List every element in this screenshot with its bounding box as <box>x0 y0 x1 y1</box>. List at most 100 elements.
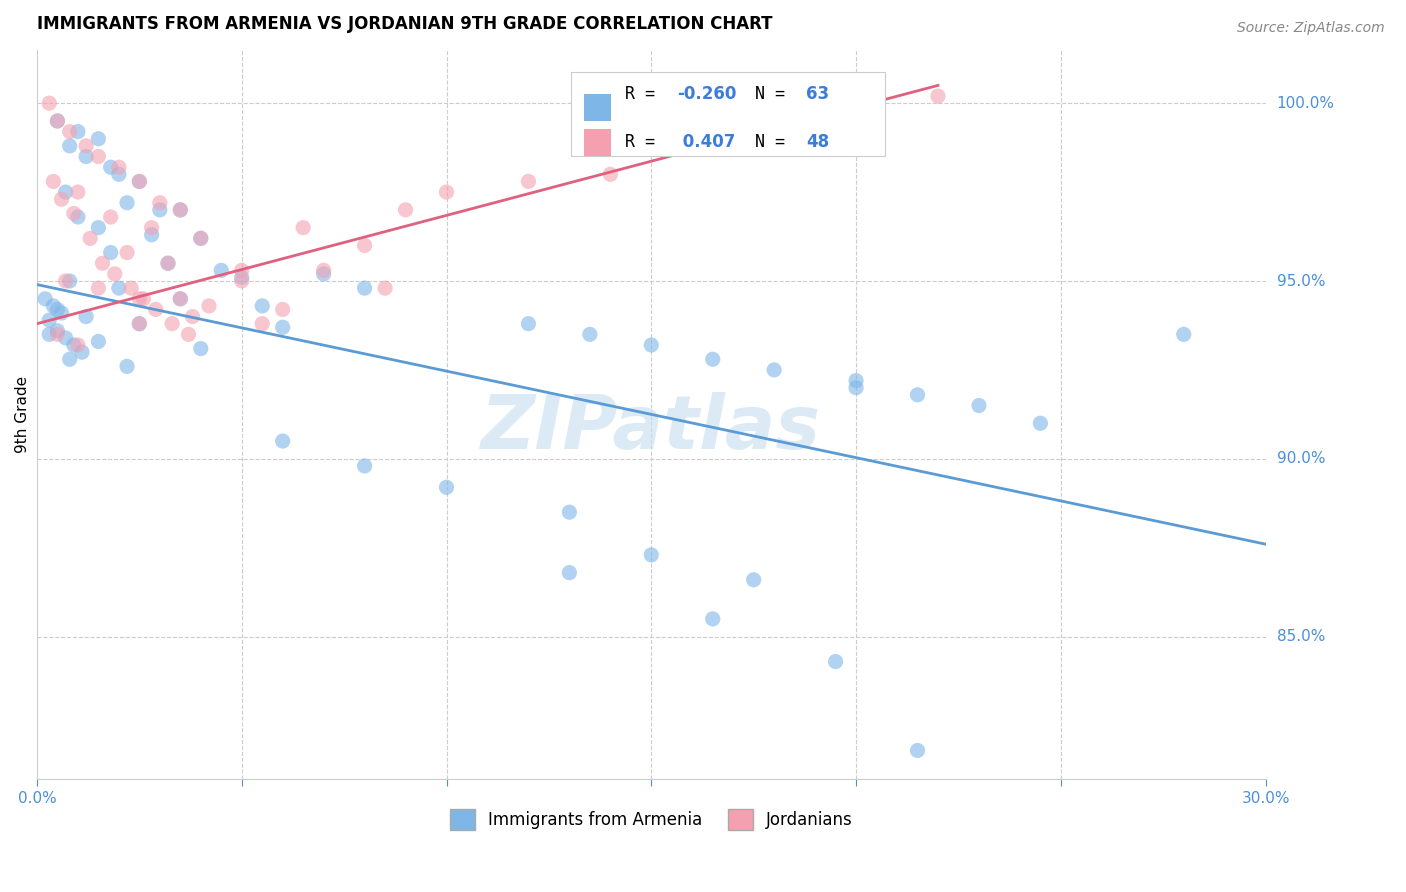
Point <box>108 160 131 174</box>
Point <box>169 202 191 217</box>
Text: N =: N = <box>755 134 794 152</box>
Point <box>640 548 662 562</box>
Point <box>149 202 172 217</box>
Point <box>198 299 221 313</box>
Point <box>66 210 89 224</box>
Text: N =: N = <box>755 85 794 103</box>
Point <box>100 210 122 224</box>
Point <box>436 185 458 199</box>
Point <box>558 505 581 519</box>
Point <box>91 256 114 270</box>
Point <box>742 573 765 587</box>
Point <box>702 352 724 367</box>
Point <box>62 206 84 220</box>
Point <box>42 174 65 188</box>
Point <box>149 195 172 210</box>
Point <box>579 327 602 342</box>
Point <box>87 149 110 163</box>
Point <box>128 174 150 188</box>
Text: 63: 63 <box>806 85 830 103</box>
Point <box>115 195 138 210</box>
Point <box>353 281 375 295</box>
Point <box>190 231 212 245</box>
Point <box>46 327 69 342</box>
Text: 95.0%: 95.0% <box>1277 274 1326 288</box>
Point <box>927 89 949 103</box>
Point <box>517 317 540 331</box>
Point <box>59 352 82 367</box>
Point <box>128 174 150 188</box>
Point <box>190 342 212 356</box>
Point <box>231 270 253 285</box>
Point <box>46 302 69 317</box>
Point <box>59 125 82 139</box>
Point <box>38 96 60 111</box>
Point <box>51 192 73 206</box>
Point <box>46 114 69 128</box>
Point <box>34 292 56 306</box>
Point <box>169 202 191 217</box>
Point <box>38 327 60 342</box>
Point <box>46 324 69 338</box>
Point <box>845 374 868 388</box>
Point <box>87 220 110 235</box>
Point <box>160 317 183 331</box>
Point <box>156 256 179 270</box>
Point <box>51 306 73 320</box>
Point <box>59 274 82 288</box>
Point <box>907 743 929 757</box>
Point <box>967 399 990 413</box>
Point <box>128 317 150 331</box>
Point <box>271 434 294 448</box>
Point <box>46 114 69 128</box>
Point <box>907 388 929 402</box>
Point <box>231 263 253 277</box>
Point <box>353 458 375 473</box>
Point <box>558 566 581 580</box>
Point <box>108 281 131 295</box>
Point <box>1173 327 1195 342</box>
Point <box>100 160 122 174</box>
Point <box>374 281 396 295</box>
Point <box>271 302 294 317</box>
Point <box>1029 417 1052 431</box>
Point <box>87 132 110 146</box>
Point <box>845 381 868 395</box>
Text: 90.0%: 90.0% <box>1277 451 1326 467</box>
Point <box>141 220 163 235</box>
Point <box>190 231 212 245</box>
Point <box>79 231 101 245</box>
Point <box>120 281 142 295</box>
Point <box>87 281 110 295</box>
Point <box>250 299 273 313</box>
Legend: Immigrants from Armenia, Jordanians: Immigrants from Armenia, Jordanians <box>443 803 859 836</box>
Text: 0.407: 0.407 <box>678 134 735 152</box>
Point <box>517 174 540 188</box>
Text: 48: 48 <box>806 134 830 152</box>
Text: R =: R = <box>626 134 665 152</box>
Point <box>70 345 93 359</box>
Point <box>128 317 150 331</box>
Point <box>156 256 179 270</box>
Point <box>292 220 315 235</box>
Point <box>132 292 155 306</box>
Point <box>169 292 191 306</box>
Point <box>55 274 77 288</box>
Text: 85.0%: 85.0% <box>1277 629 1324 644</box>
Point <box>177 327 200 342</box>
Point <box>312 263 335 277</box>
Point <box>115 359 138 374</box>
Bar <box>583 94 610 121</box>
Text: 100.0%: 100.0% <box>1277 95 1334 111</box>
Point <box>75 149 97 163</box>
Point <box>169 292 191 306</box>
Point <box>599 167 621 181</box>
Y-axis label: 9th Grade: 9th Grade <box>15 376 30 453</box>
Point <box>42 299 65 313</box>
Point <box>231 274 253 288</box>
Point <box>394 202 416 217</box>
Point <box>66 338 89 352</box>
Bar <box>583 128 610 156</box>
Point <box>763 363 786 377</box>
Point <box>38 313 60 327</box>
